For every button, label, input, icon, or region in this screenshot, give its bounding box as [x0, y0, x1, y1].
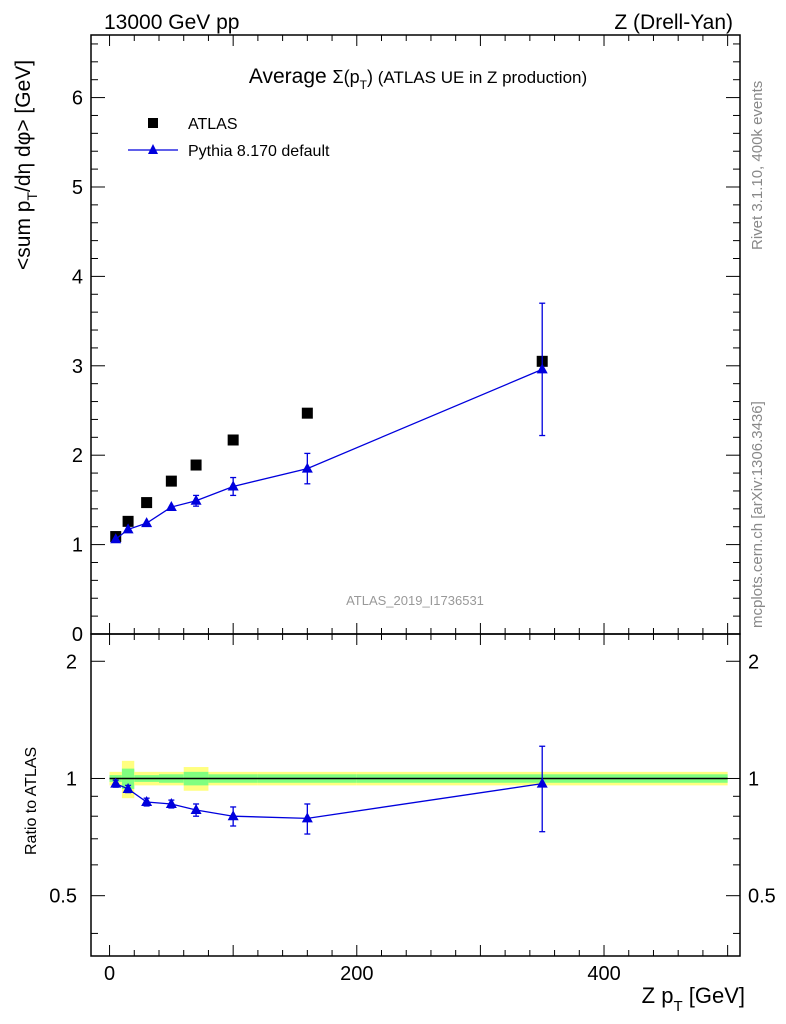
ratio-pythia-point [227, 810, 239, 821]
x-axis-label: Z pT [GeV] [642, 983, 745, 1015]
atlas-data-point [227, 434, 239, 446]
main-y-tick-label: 6 [72, 88, 83, 110]
mcplots-info-label: mcplots.cern.ch [arXiv:1306.3436] [749, 401, 766, 628]
ratio-pythia-point [141, 796, 153, 807]
ratio-plot-marks [110, 745, 548, 835]
main-y-tick-label: 4 [72, 266, 83, 288]
main-y-tick-label: 0 [72, 624, 83, 646]
atlas-data-point [190, 459, 202, 471]
pythia-point [165, 501, 177, 512]
ratio-pythia-point [301, 812, 313, 823]
ratio-plot-frame [90, 633, 741, 957]
ratio-pythia-line [115, 782, 543, 819]
main-y-tick-label: 2 [72, 445, 83, 467]
pythia-point [110, 533, 122, 544]
main-y-tick-label: 5 [72, 177, 83, 199]
ratio-y-tick-label: 1 [66, 768, 77, 790]
atlas-data-point [141, 497, 153, 509]
ratio-y-tick-label-right: 1 [748, 768, 759, 790]
main-axes: 0 1 2 3 4 5 6 [72, 35, 740, 646]
ratio-y-tick-label: 2 [66, 651, 77, 673]
header-left-label: 13000 GeV pp [104, 11, 239, 34]
main-y-tick-label: 1 [72, 535, 83, 557]
main-y-axis-label: <sum pT/dη dφ> [GeV] [12, 60, 40, 270]
analysis-id-watermark: ATLAS_2019_I1736531 [346, 593, 484, 608]
ratio-uncertainty-bands [109, 760, 728, 799]
ratio-pythia-point [536, 777, 548, 788]
legend-data-marker [148, 118, 158, 128]
pythia-point [122, 523, 134, 534]
legend: ATLAS Pythia 8.170 default [128, 116, 330, 160]
pythia-point [536, 363, 548, 374]
header-right-label: Z (Drell-Yan) [614, 11, 733, 34]
main-plot-marks [110, 302, 548, 544]
x-tick-label: 400 [587, 963, 620, 985]
legend-mc-marker [148, 144, 158, 154]
pythia-point [141, 517, 153, 528]
ratio-y-tick-label-right: 2 [748, 651, 759, 673]
rivet-info-label: Rivet 3.1.10, 400k events [749, 81, 766, 250]
ratio-pythia-point [122, 782, 134, 793]
atlas-data-point [165, 475, 177, 487]
ratio-y-tick-label: 0.5 [49, 886, 77, 908]
pythia-line [115, 368, 543, 540]
pythia-point [227, 480, 239, 491]
main-title: Average Σ(pT) (ATLAS UE in Z production) [249, 65, 587, 92]
ratio-pythia-point [190, 803, 202, 814]
legend-data-label: ATLAS [188, 116, 238, 133]
atlas-data-point [301, 407, 313, 419]
pythia-point [190, 494, 202, 505]
pythia-point [301, 462, 313, 473]
ratio-y-tick-label-right: 0.5 [748, 886, 776, 908]
ratio-pythia-point [110, 777, 122, 788]
atlas-data-point [122, 515, 134, 527]
x-tick-label: 200 [340, 963, 373, 985]
legend-mc-label: Pythia 8.170 default [188, 143, 330, 160]
main-y-tick-label: 3 [72, 356, 83, 378]
ratio-y-axis-label: Ratio to ATLAS [23, 747, 40, 855]
ratio-axes: 0 200 400 0.5 0.5 1 1 2 2 [49, 634, 776, 985]
ratio-pythia-point [165, 797, 177, 808]
x-tick-label: 0 [104, 963, 115, 985]
